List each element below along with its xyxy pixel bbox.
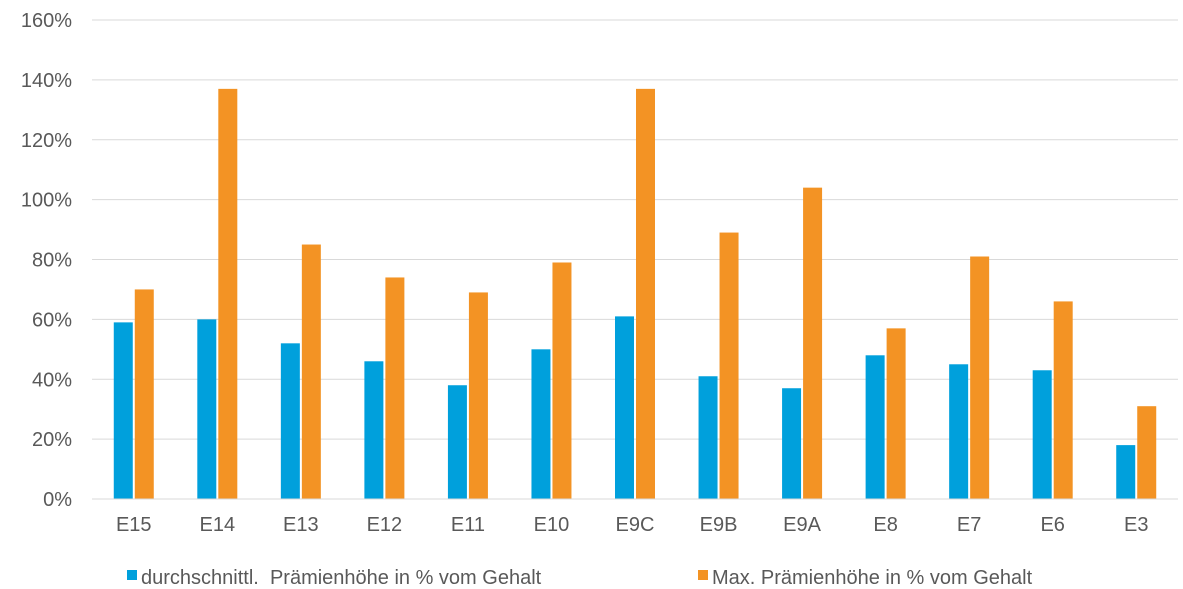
bar-e13-series-1 bbox=[280, 343, 300, 499]
bar-e9b-series-2 bbox=[719, 232, 739, 499]
y-tick-label: 120% bbox=[21, 130, 72, 152]
legend-swatch bbox=[698, 570, 708, 580]
bar-e9a-series-1 bbox=[782, 388, 802, 499]
bar-e9c-series-2 bbox=[636, 88, 655, 499]
bar-e12-series-2 bbox=[385, 277, 405, 499]
bar-e10-series-2 bbox=[552, 262, 572, 499]
bar-e9a-series-2 bbox=[803, 187, 823, 499]
legend-label: Max. Prämienhöhe in % vom Gehalt bbox=[712, 567, 1033, 589]
x-axis-tick-labels: E15 E14 E13 E12 E11 E10 E9C E9B E9A E8 E7 E6 E3 bbox=[116, 514, 1148, 536]
y-tick-label: 0% bbox=[43, 489, 72, 511]
y-tick-label: 20% bbox=[32, 429, 72, 451]
x-tick-label: E6 bbox=[1040, 514, 1064, 536]
legend-swatch bbox=[127, 570, 137, 580]
y-tick-label: 160% bbox=[21, 10, 72, 32]
x-tick-label: E9C bbox=[616, 514, 655, 536]
gridlines bbox=[92, 19, 1178, 440]
y-axis-tick-labels: 0% 20% 40% 60% 80% 100% 120% 140% 160% bbox=[21, 10, 72, 511]
bar-e9c-series-1 bbox=[615, 316, 634, 499]
y-tick-label: 100% bbox=[21, 190, 72, 212]
bar-e9b-series-1 bbox=[698, 376, 718, 499]
bar-e11-series-1 bbox=[447, 385, 467, 499]
bar-e11-series-2 bbox=[468, 292, 488, 499]
bar-e15-series-1 bbox=[113, 322, 133, 499]
bar-e7-series-1 bbox=[949, 364, 969, 499]
x-tick-label: E12 bbox=[367, 514, 403, 536]
x-tick-label: E9B bbox=[700, 514, 738, 536]
legend: durchschnittl. Prämienhöhe in % vom Geha… bbox=[127, 567, 1033, 589]
x-tick-label: E10 bbox=[534, 514, 570, 536]
y-tick-label: 140% bbox=[21, 70, 72, 92]
bar-e3-series-1 bbox=[1116, 445, 1136, 499]
x-tick-label: E15 bbox=[116, 514, 152, 536]
bar-e15-series-2 bbox=[134, 289, 154, 499]
y-tick-label: 40% bbox=[32, 369, 72, 391]
bar-e12-series-1 bbox=[364, 361, 384, 499]
bar-e14-series-1 bbox=[197, 319, 217, 499]
y-tick-label: 80% bbox=[32, 250, 72, 272]
bar-e6-series-2 bbox=[1053, 301, 1073, 499]
bar-e3-series-2 bbox=[1137, 406, 1157, 499]
x-tick-label: E9A bbox=[783, 514, 821, 536]
bar-e10-series-1 bbox=[531, 349, 551, 499]
bars bbox=[113, 88, 1157, 499]
bar-e8-series-2 bbox=[886, 328, 906, 499]
x-tick-label: E13 bbox=[283, 514, 319, 536]
x-tick-label: E7 bbox=[957, 514, 981, 536]
bar-e13-series-2 bbox=[301, 244, 321, 499]
bar-e14-series-2 bbox=[218, 88, 238, 499]
bar-e6-series-1 bbox=[1032, 370, 1052, 499]
bar-e8-series-1 bbox=[865, 355, 885, 499]
bar-e7-series-2 bbox=[970, 256, 990, 499]
y-tick-label: 60% bbox=[32, 309, 72, 331]
x-tick-label: E8 bbox=[873, 514, 897, 536]
x-tick-label: E14 bbox=[200, 514, 236, 536]
x-tick-label: E11 bbox=[451, 514, 485, 536]
legend-label: durchschnittl. Prämienhöhe in % vom Geha… bbox=[141, 567, 542, 589]
x-tick-label: E3 bbox=[1124, 514, 1148, 536]
